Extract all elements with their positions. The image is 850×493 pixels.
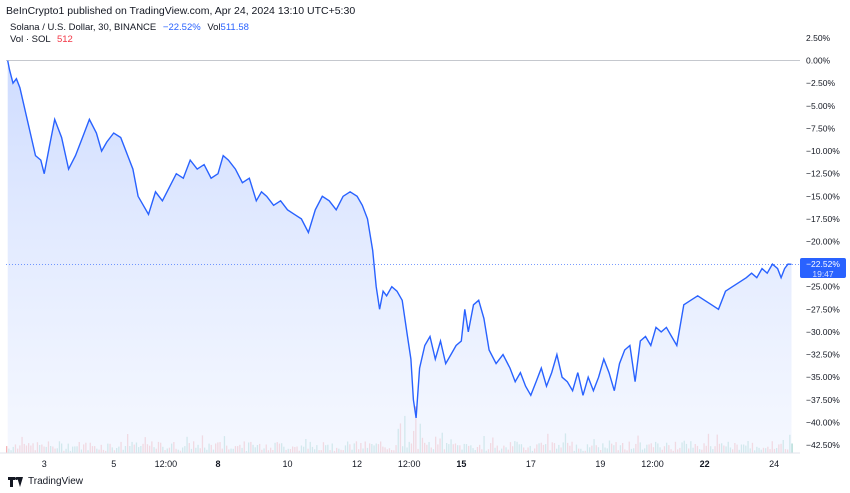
x-tick-label: 5: [111, 459, 116, 469]
y-tick-label: −40.00%: [806, 417, 840, 427]
y-tick-label: −37.50%: [806, 395, 840, 405]
volume-bar: [6, 446, 8, 453]
y-tick-label: −27.50%: [806, 304, 840, 314]
vol-label: Vol: [207, 22, 221, 33]
y-tick-label: −32.50%: [806, 350, 840, 360]
footer-brand[interactable]: TradingView: [8, 476, 83, 487]
x-tick-label: 12: [352, 459, 362, 469]
y-tick-label: −15.00%: [806, 191, 840, 201]
x-tick-label: 8: [216, 459, 221, 469]
y-tick-label: −42.50%: [806, 440, 840, 450]
y-tick-label: −20.00%: [806, 237, 840, 247]
y-tick-label: −30.00%: [806, 327, 840, 337]
x-tick-label: 24: [769, 459, 779, 469]
x-tick-label: 3: [42, 459, 47, 469]
x-tick-label: 12:00: [155, 459, 178, 469]
x-axis[interactable]: 3 5 12:00 8 10 12 12:00 15 17 19 12:00 22 24: [42, 459, 779, 469]
y-tick-label: −10.00%: [806, 146, 840, 156]
x-tick-label: 19: [595, 459, 605, 469]
vol-row-label[interactable]: Vol · SOL: [10, 34, 51, 45]
volume-bar: [791, 443, 793, 453]
tradingview-logo-icon: [8, 476, 24, 487]
y-tick-label: −5.00%: [806, 101, 836, 111]
x-tick-label: 17: [526, 459, 536, 469]
y-tick-label: −7.50%: [806, 123, 836, 133]
x-tick-label: 10: [283, 459, 293, 469]
change-value: −22.52%: [162, 22, 201, 33]
last-price-tag: −22.52% 19:47: [800, 258, 846, 280]
vol-value: 511.58: [220, 22, 249, 33]
symbol-label[interactable]: Solana / U.S. Dollar, 30, BINANCE: [10, 22, 157, 33]
y-tick-label: −35.00%: [806, 372, 840, 382]
y-tick-label: −12.50%: [806, 169, 840, 179]
chart-legend: Solana / U.S. Dollar, 30, BINANCE −22.52…: [10, 22, 249, 46]
x-tick-label: 22: [700, 459, 710, 469]
x-tick-label: 12:00: [398, 459, 421, 469]
x-tick-label: 15: [456, 459, 466, 469]
price-line: [7, 60, 792, 419]
y-tick-label: −17.50%: [806, 214, 840, 224]
y-tick-label: 0.00%: [806, 56, 831, 66]
publisher-line: BeInCrypto1 published on TradingView.com…: [6, 5, 356, 17]
y-tick-label: −25.00%: [806, 282, 840, 292]
last-price-time: 19:47: [812, 269, 834, 280]
last-price-value: −22.52%: [806, 259, 840, 270]
y-tick-label: 2.50%: [806, 33, 831, 43]
x-tick-label: 12:00: [641, 459, 664, 469]
y-tick-label: −2.50%: [806, 78, 836, 88]
price-area: [7, 60, 792, 453]
footer-brand-label: TradingView: [28, 476, 84, 487]
y-axis[interactable]: 2.50% 0.00% −2.50% −5.00% −7.50% −10.00% −12.5…: [806, 33, 840, 450]
vol-row-value: 512: [56, 34, 73, 45]
